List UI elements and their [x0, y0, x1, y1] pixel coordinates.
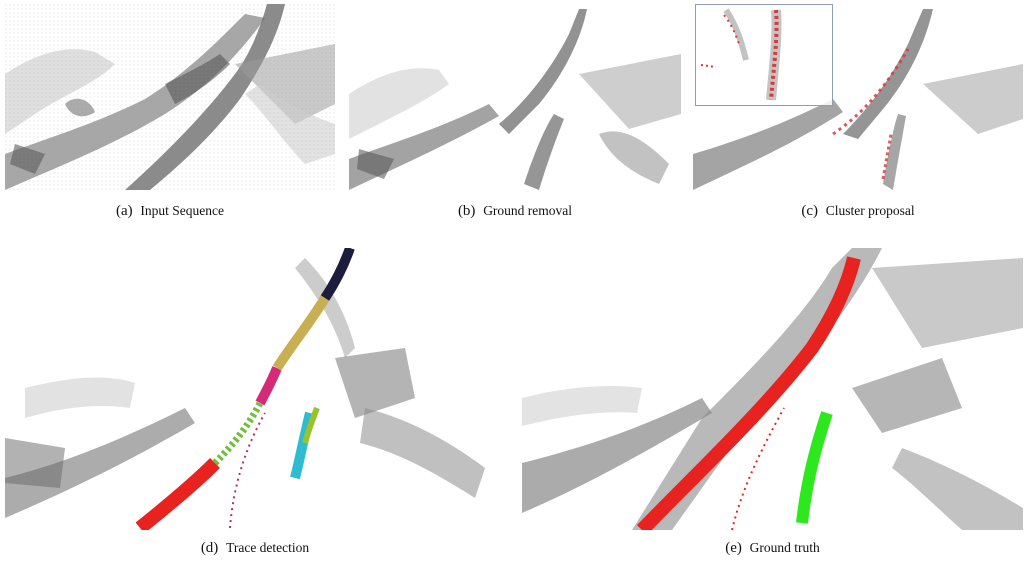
- zoom-inset: [695, 4, 833, 106]
- point-cloud-input-sequence: [5, 4, 335, 190]
- caption-a-label: (a): [115, 203, 133, 219]
- panel-e-image: [522, 248, 1023, 530]
- caption-a-text: Input Sequence: [140, 203, 224, 218]
- caption-d: (d) Trace detection: [5, 540, 505, 557]
- caption-a: (a) Input Sequence: [5, 203, 335, 220]
- point-cloud-ground-removal: [349, 4, 681, 190]
- caption-c: (c) Cluster proposal: [693, 203, 1023, 220]
- caption-b-label: (b): [457, 203, 476, 219]
- caption-b: (b) Ground removal: [349, 203, 681, 220]
- caption-b-text: Ground removal: [483, 203, 573, 218]
- caption-d-text: Trace detection: [226, 540, 310, 555]
- caption-c-label: (c): [801, 203, 819, 219]
- zoom-inset-image: [700, 8, 782, 101]
- caption-d-label: (d): [200, 540, 219, 556]
- panel-c-image: [693, 4, 1023, 190]
- caption-c-text: Cluster proposal: [825, 203, 915, 218]
- point-cloud-trace-detection: [5, 248, 505, 530]
- caption-e: (e) Ground truth: [522, 540, 1023, 557]
- caption-e-label: (e): [725, 540, 742, 556]
- point-cloud-ground-truth: [522, 248, 1023, 530]
- caption-e-text: Ground truth: [749, 540, 820, 555]
- panel-a-image: [5, 4, 335, 190]
- panel-b-image: [349, 4, 681, 190]
- panel-d-image: [5, 248, 505, 530]
